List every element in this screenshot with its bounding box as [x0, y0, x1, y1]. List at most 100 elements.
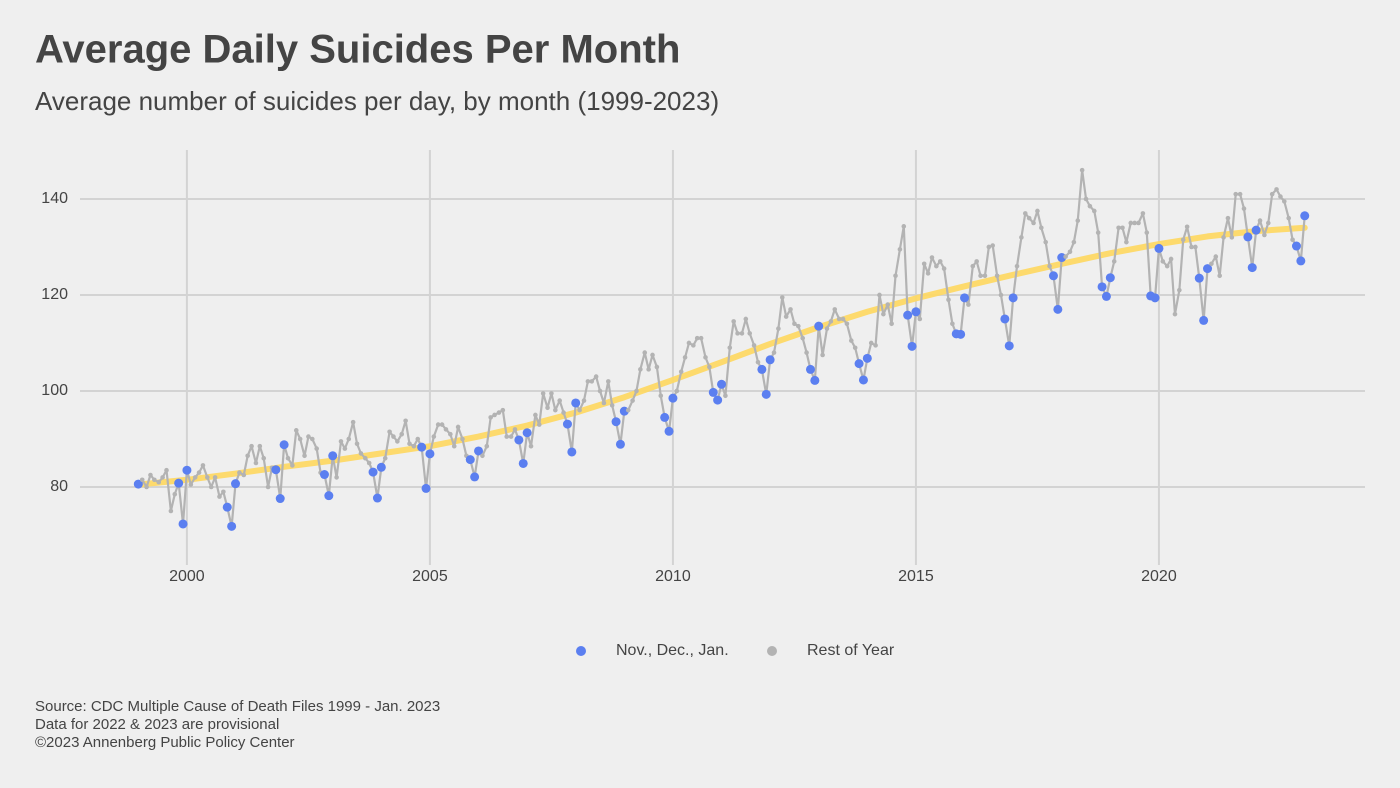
month-point — [536, 422, 542, 427]
winter-point — [1008, 293, 1018, 303]
winter-point — [717, 379, 727, 389]
month-point — [1039, 225, 1044, 231]
legend-label: Rest of Year — [807, 642, 895, 659]
month-point — [994, 273, 1000, 279]
month-point — [217, 494, 222, 499]
chart-subtitle: Average number of suicides per day, by m… — [35, 86, 719, 116]
month-point — [1063, 254, 1068, 259]
month-point — [625, 407, 631, 413]
month-point — [743, 316, 749, 322]
winter-point — [911, 307, 921, 317]
month-point — [783, 314, 789, 319]
month-point — [893, 273, 898, 279]
month-point — [188, 482, 194, 487]
month-point — [937, 259, 943, 264]
month-point — [804, 350, 809, 355]
month-point — [528, 443, 534, 449]
month-point — [411, 443, 417, 449]
winter-point — [1154, 243, 1164, 253]
legend-swatch — [576, 646, 586, 656]
month-point — [200, 463, 206, 468]
month-point — [192, 475, 198, 480]
month-point — [1237, 191, 1243, 197]
month-point — [739, 331, 745, 336]
month-point — [448, 431, 453, 437]
winter-point — [222, 502, 232, 512]
month-point — [221, 489, 226, 495]
month-point — [751, 343, 757, 348]
winter-point — [571, 398, 581, 408]
month-point — [674, 388, 680, 394]
note: ©2023 Annenberg Public Policy Center — [35, 734, 295, 751]
x-tick-label: 2010 — [655, 568, 691, 585]
month-point — [1111, 259, 1117, 264]
month-point — [1233, 191, 1239, 197]
winter-point — [174, 478, 184, 488]
winter-point — [1300, 211, 1310, 221]
month-point — [1278, 194, 1283, 199]
month-point — [832, 307, 838, 312]
month-point — [148, 472, 153, 478]
month-point — [249, 443, 254, 449]
month-point — [310, 436, 315, 442]
winter-point — [854, 359, 864, 369]
month-point — [257, 443, 263, 449]
note: Data for 2022 & 2023 are provisional — [35, 716, 279, 733]
month-point — [723, 393, 728, 399]
month-point — [1160, 259, 1166, 264]
winter-point — [903, 310, 913, 320]
month-point — [638, 367, 643, 372]
month-point — [605, 379, 611, 384]
month-point — [395, 439, 400, 444]
y-tick-label: 140 — [41, 190, 68, 207]
winter-point — [465, 455, 475, 465]
legend-swatch — [767, 646, 777, 656]
month-point — [966, 302, 971, 307]
month-point — [1177, 287, 1182, 293]
month-point — [285, 455, 291, 461]
month-point — [917, 316, 923, 322]
grid: 80 100 120 140 2000 2005 2010 2015 2020 — [41, 150, 1365, 585]
winter-point — [660, 412, 670, 422]
month-point — [512, 427, 518, 432]
winter-point — [368, 467, 378, 477]
month-point — [1083, 196, 1089, 202]
month-point — [694, 335, 700, 341]
month-point — [800, 335, 805, 341]
winter-point — [376, 462, 386, 472]
month-point — [488, 415, 493, 420]
month-point — [387, 429, 392, 435]
month-point — [391, 434, 396, 439]
month-point — [540, 391, 546, 396]
month-point — [245, 453, 250, 459]
winter-point — [1053, 304, 1063, 314]
month-point — [1019, 235, 1024, 240]
month-point — [354, 441, 360, 447]
winter-point — [956, 329, 966, 339]
month-point — [168, 508, 174, 514]
month-point — [1071, 239, 1077, 245]
winter-point — [757, 364, 767, 374]
month-point — [460, 436, 465, 442]
month-point — [290, 463, 295, 468]
month-point — [480, 453, 485, 459]
month-point — [755, 359, 761, 365]
winter-point — [668, 393, 678, 403]
month-point — [439, 422, 445, 427]
month-point — [338, 439, 344, 444]
x-tick-label: 2000 — [169, 568, 205, 585]
month-point — [747, 331, 753, 336]
month-point — [1274, 187, 1279, 192]
month-point — [293, 428, 299, 433]
month-point — [265, 484, 271, 490]
winter-point — [858, 375, 868, 385]
month-point — [840, 316, 846, 322]
month-point — [508, 434, 514, 439]
month-point — [1120, 225, 1125, 231]
winter-point — [319, 470, 329, 480]
winter-point — [907, 341, 917, 351]
winter-point — [562, 419, 572, 429]
month-point — [698, 335, 704, 341]
y-tick-label: 120 — [41, 286, 68, 303]
